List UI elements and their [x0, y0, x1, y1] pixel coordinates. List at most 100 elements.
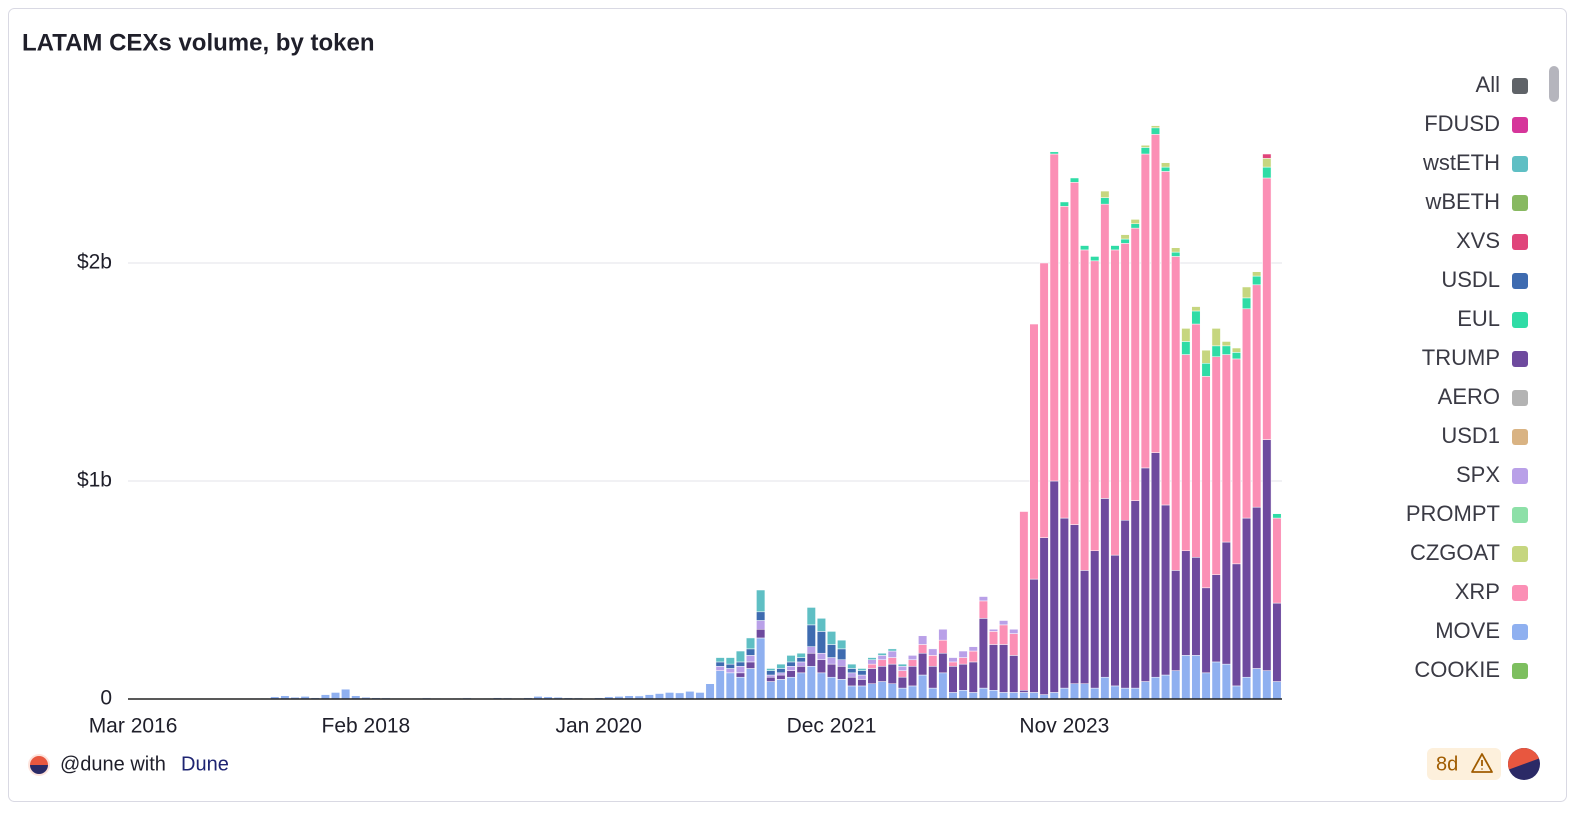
legend-swatch[interactable]: [1512, 507, 1528, 523]
bar-segment: [1060, 202, 1069, 206]
bar-segment: [797, 666, 806, 673]
legend-swatch[interactable]: [1512, 78, 1528, 94]
bar-segment: [908, 666, 917, 686]
legend-label: SPX: [1456, 462, 1500, 487]
age: 8d: [1436, 753, 1458, 775]
legend-swatch[interactable]: [1512, 195, 1528, 211]
bar-segment: [1060, 688, 1069, 699]
bar-segment: [1202, 588, 1211, 673]
bar-segment: [807, 625, 816, 647]
bar-segment: [848, 664, 857, 668]
bar-segment: [1212, 346, 1221, 357]
bar-segment: [767, 671, 776, 675]
bar-segment: [726, 664, 735, 668]
y-tick-label: 0: [100, 687, 112, 710]
bar-segment: [726, 673, 735, 699]
bar-segment: [746, 649, 755, 656]
bar-segment: [939, 640, 948, 653]
bar-segment: [1090, 688, 1099, 699]
bar-segment: [969, 651, 978, 662]
bar-segment: [1030, 579, 1039, 692]
bar-segment: [1151, 134, 1160, 452]
bar-segment: [858, 679, 867, 686]
bar-segment: [1202, 376, 1211, 587]
bar-segment: [999, 645, 1008, 693]
bar-segment: [858, 675, 867, 679]
bar-segment: [1161, 675, 1170, 699]
credit: @dune with: [60, 753, 166, 775]
legend-swatch[interactable]: [1512, 429, 1528, 445]
bar-segment: [787, 677, 796, 699]
bar-segment: [1101, 677, 1110, 699]
bar-segment: [1009, 692, 1018, 699]
bar-segment: [939, 673, 948, 699]
legend-swatch[interactable]: [1512, 585, 1528, 601]
bar-segment: [1242, 287, 1251, 298]
brand-link[interactable]: Dune: [181, 753, 229, 775]
bar-segment: [918, 645, 927, 654]
bar-segment: [756, 590, 765, 612]
bar-segment: [817, 653, 826, 660]
bar-segment: [1121, 243, 1130, 520]
bar-segment: [898, 664, 907, 666]
bar-segment: [1202, 350, 1211, 363]
legend-label: COOKIE: [1414, 657, 1500, 682]
bar-segment: [908, 655, 917, 659]
bar-segment: [1020, 690, 1029, 692]
scrollbar[interactable]: [1549, 66, 1559, 102]
bar-segment: [918, 675, 927, 699]
legend-swatch[interactable]: [1512, 390, 1528, 406]
bar-segment: [716, 662, 725, 666]
legend-swatch[interactable]: [1512, 468, 1528, 484]
bar-segment: [1222, 664, 1231, 699]
legend-swatch[interactable]: [1512, 117, 1528, 133]
bar-segment: [716, 671, 725, 699]
bar-segment: [1222, 542, 1231, 664]
bar-segment: [655, 694, 664, 699]
legend-swatch[interactable]: [1512, 546, 1528, 562]
legend-swatch[interactable]: [1512, 624, 1528, 640]
bar-segment: [979, 597, 988, 601]
bar-segment: [797, 653, 806, 657]
bar-segment: [1070, 182, 1079, 524]
bar-segment: [787, 671, 796, 678]
bar-segment: [1273, 682, 1282, 699]
legend-label: FDUSD: [1424, 111, 1500, 136]
bar-segment: [1141, 145, 1150, 147]
legend-swatch[interactable]: [1512, 663, 1528, 679]
bar-segment: [1080, 250, 1089, 570]
legend-swatch[interactable]: [1512, 273, 1528, 289]
bar-segment: [665, 692, 674, 699]
legend-label: wBETH: [1424, 189, 1500, 214]
bar-segment: [1030, 692, 1039, 699]
bar-segment: [1232, 686, 1241, 699]
bar-segment: [1263, 158, 1272, 167]
y-tick-label: $2b: [77, 251, 112, 274]
bar-segment: [817, 618, 826, 631]
bar-segment: [756, 621, 765, 630]
bar-segment: [1101, 198, 1110, 205]
bar-segment: [1111, 246, 1120, 250]
bar-segment: [777, 679, 786, 699]
bar-segment: [939, 629, 948, 640]
bar-segment: [1161, 505, 1170, 675]
bar-segment: [736, 673, 745, 677]
bar-segment: [1182, 655, 1191, 699]
legend-swatch[interactable]: [1512, 156, 1528, 172]
bar-segment: [868, 664, 877, 668]
legend-swatch[interactable]: [1512, 234, 1528, 250]
bar-segment: [969, 692, 978, 699]
bar-segment: [1121, 520, 1130, 688]
bar-segment: [1101, 204, 1110, 498]
bar-segment: [1131, 224, 1140, 228]
bar-segment: [979, 601, 988, 618]
bar-segment: [1131, 219, 1140, 223]
legend-label: CZGOAT: [1410, 540, 1500, 565]
bar-segment: [878, 655, 887, 659]
bar-segment: [827, 645, 836, 658]
bar-segment: [1101, 191, 1110, 198]
legend-swatch[interactable]: [1512, 351, 1528, 367]
legend-swatch[interactable]: [1512, 312, 1528, 328]
bar-segment: [1182, 328, 1191, 341]
